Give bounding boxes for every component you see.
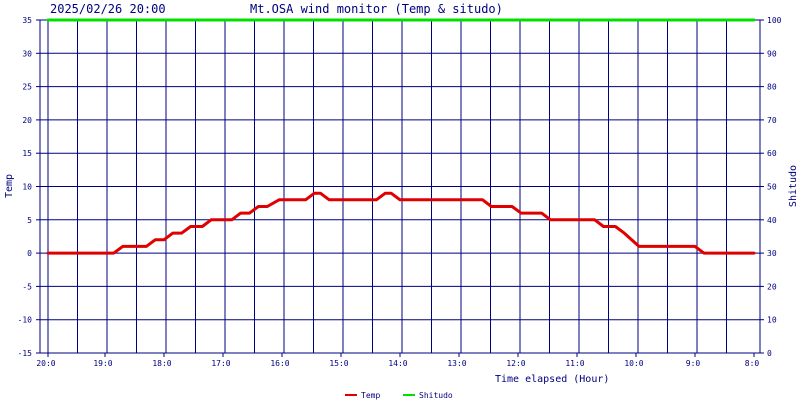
series-line-temp — [46, 191, 756, 255]
chart-timestamp: 2025/02/26 20:00 — [50, 2, 166, 16]
y-axis-label: Temp — [4, 174, 15, 198]
y2-tick-label-6: 60 — [767, 149, 777, 158]
y-tick-label-0: -15 — [18, 349, 33, 358]
y2-tick-label-10: 100 — [767, 16, 782, 25]
x-tick-label-8: 12:0 — [506, 359, 525, 368]
x-tick-label-9: 11:0 — [565, 359, 584, 368]
y2-tick-label-3: 30 — [767, 249, 777, 258]
x-tick-label-0: 20:0 — [36, 359, 55, 368]
y-tick-label-5: 10 — [22, 183, 32, 192]
grid-lines — [40, 20, 760, 353]
y2-tick-label-4: 40 — [767, 216, 777, 225]
y2-axis-label: Shitudo — [788, 165, 799, 207]
x-tick-label-5: 15:0 — [329, 359, 348, 368]
y-tick-label-3: 0 — [27, 249, 32, 258]
y2-tick-label-2: 20 — [767, 282, 777, 291]
chart-title: Mt.OSA wind monitor (Temp & situdo) — [250, 2, 503, 16]
y2-tick-label-9: 90 — [767, 49, 777, 58]
x-tick-label-2: 18:0 — [152, 359, 171, 368]
x-tick-label-4: 16:0 — [270, 359, 289, 368]
y2-tick-label-0: 0 — [767, 349, 772, 358]
x-tick-label-6: 14:0 — [388, 359, 407, 368]
y-tick-label-1: -10 — [18, 316, 33, 325]
y-tick-label-6: 15 — [22, 149, 32, 158]
series-lines — [46, 18, 756, 255]
x-tick-label-10: 10:0 — [624, 359, 643, 368]
y-tick-label-8: 25 — [22, 83, 32, 92]
y2-tick-label-1: 10 — [767, 316, 777, 325]
y2-tick-label-5: 50 — [767, 183, 777, 192]
legend: Temp Shitudo — [345, 391, 453, 400]
x-tick-label-1: 19:0 — [93, 359, 112, 368]
y-tick-label-7: 20 — [22, 116, 32, 125]
y-axis-ticks: -15 -10 -5 0 5 10 15 20 25 30 35 — [18, 16, 40, 358]
y2-tick-label-8: 80 — [767, 83, 777, 92]
x-tick-label-7: 13:0 — [447, 359, 466, 368]
y-tick-label-2: -5 — [22, 282, 32, 291]
x-axis-ticks: 20:0 19:0 18:0 17:0 16:0 15:0 14:0 13:0 12:0 11:0… — [36, 353, 759, 368]
y2-tick-label-7: 70 — [767, 116, 777, 125]
x-axis-label: Time elapsed (Hour) — [495, 374, 609, 385]
x-tick-label-11: 9:0 — [686, 359, 701, 368]
legend-label-shitudo: Shitudo — [419, 391, 453, 400]
y-tick-label-9: 30 — [22, 49, 32, 58]
y2-axis-ticks: 0 10 20 30 40 50 60 70 80 90 100 — [760, 16, 782, 358]
y-tick-label-4: 5 — [27, 216, 32, 225]
x-tick-label-12: 8:0 — [745, 359, 760, 368]
x-tick-label-3: 17:0 — [211, 359, 230, 368]
y-tick-label-10: 35 — [22, 16, 32, 25]
legend-label-temp: Temp — [361, 391, 380, 400]
